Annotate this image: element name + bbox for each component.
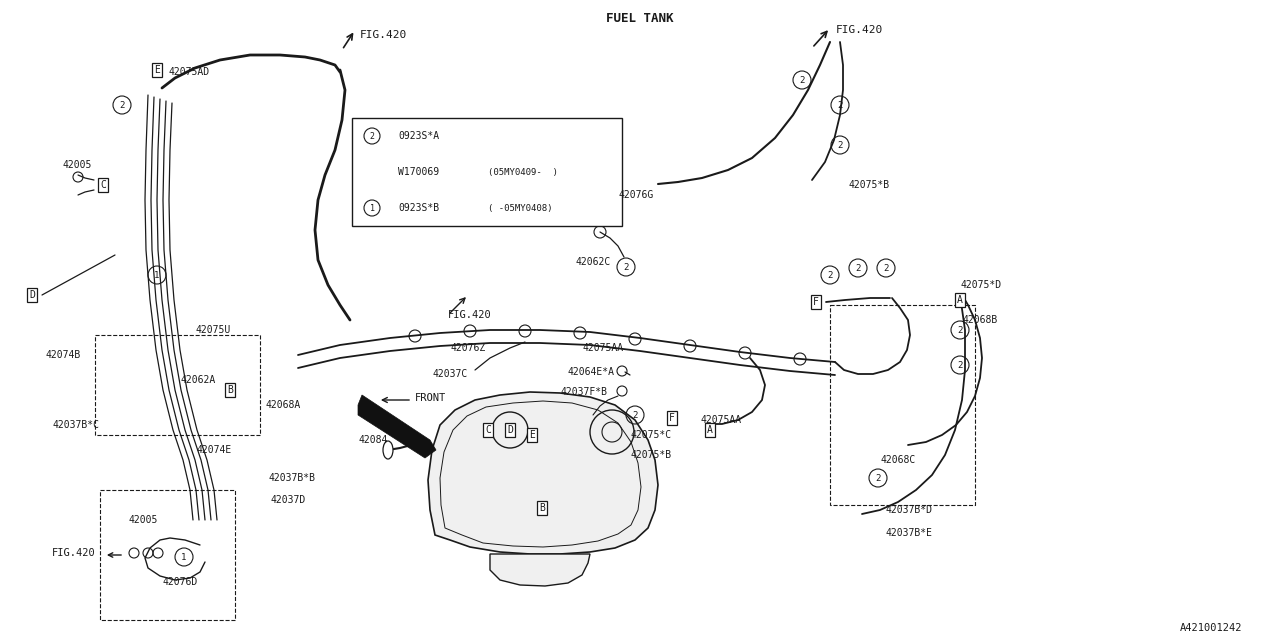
Text: 2: 2: [370, 131, 375, 141]
Text: 2: 2: [876, 474, 881, 483]
Polygon shape: [490, 554, 590, 586]
Text: 42037D: 42037D: [270, 495, 305, 505]
Text: 2: 2: [623, 262, 628, 271]
Text: 1: 1: [370, 204, 375, 212]
Text: 42075U: 42075U: [195, 325, 230, 335]
Text: 42068C: 42068C: [881, 455, 915, 465]
Text: 42075*B: 42075*B: [630, 450, 671, 460]
Text: 42075AA: 42075AA: [582, 343, 623, 353]
Text: FUEL TANK: FUEL TANK: [607, 12, 673, 25]
Text: 42075AD: 42075AD: [168, 67, 209, 77]
Bar: [352, 118, 622, 226]
Text: C: C: [485, 425, 492, 435]
Text: 1: 1: [182, 552, 187, 561]
Text: E: E: [154, 65, 160, 75]
Text: B: B: [539, 503, 545, 513]
Text: FRONT: FRONT: [415, 393, 447, 403]
Text: A421001242: A421001242: [1180, 623, 1243, 633]
Text: 42074B: 42074B: [45, 350, 81, 360]
Text: FIG.420: FIG.420: [360, 30, 407, 40]
Text: 42074E: 42074E: [196, 445, 232, 455]
Text: 42062A: 42062A: [180, 375, 215, 385]
Bar: [829, 305, 975, 505]
Text: 0923S*B: 0923S*B: [398, 203, 439, 213]
Text: A: A: [707, 425, 713, 435]
Text: 2: 2: [855, 264, 860, 273]
Text: E: E: [529, 430, 535, 440]
Text: 42084: 42084: [358, 435, 388, 445]
Text: 42075*C: 42075*C: [630, 430, 671, 440]
Text: 42005: 42005: [128, 515, 157, 525]
Text: F: F: [813, 297, 819, 307]
Text: 2: 2: [119, 100, 124, 109]
Text: W170069: W170069: [398, 167, 439, 177]
Text: 2: 2: [957, 360, 963, 369]
Text: FIG.420: FIG.420: [836, 25, 883, 35]
Text: 42037B*D: 42037B*D: [884, 505, 932, 515]
Text: B: B: [227, 385, 233, 395]
Polygon shape: [358, 395, 436, 458]
Text: 42062C: 42062C: [575, 257, 611, 267]
Text: FIG.420: FIG.420: [448, 310, 492, 320]
Text: 42037B*B: 42037B*B: [268, 473, 315, 483]
Text: 42075*D: 42075*D: [960, 280, 1001, 290]
Text: A: A: [957, 295, 963, 305]
Text: 42064E*A: 42064E*A: [567, 367, 614, 377]
Text: FIG.420: FIG.420: [52, 548, 96, 558]
Text: D: D: [507, 425, 513, 435]
Bar: [95, 335, 260, 435]
Text: 2: 2: [799, 76, 805, 84]
Text: D: D: [29, 290, 35, 300]
Text: 2: 2: [837, 100, 842, 109]
Text: 42076D: 42076D: [163, 577, 197, 587]
Text: 42076G: 42076G: [618, 190, 653, 200]
Text: 42037F*B: 42037F*B: [561, 387, 607, 397]
Text: 1: 1: [155, 271, 160, 280]
Text: 2: 2: [957, 326, 963, 335]
Text: 2: 2: [632, 410, 637, 419]
Bar: [100, 490, 236, 620]
Text: 42076Z: 42076Z: [451, 343, 485, 353]
Text: 42068B: 42068B: [963, 315, 997, 325]
Text: C: C: [100, 180, 106, 190]
Polygon shape: [428, 392, 658, 554]
Text: 2: 2: [883, 264, 888, 273]
Text: 2: 2: [827, 271, 833, 280]
Text: 0923S*A: 0923S*A: [398, 131, 439, 141]
Ellipse shape: [383, 441, 393, 459]
Text: (05MY0409-  ): (05MY0409- ): [488, 168, 558, 177]
Text: ( -05MY0408): ( -05MY0408): [488, 204, 553, 212]
Text: 42037B*C: 42037B*C: [52, 420, 99, 430]
Text: F: F: [669, 413, 675, 423]
Text: 2: 2: [837, 141, 842, 150]
Text: 42005: 42005: [61, 160, 91, 170]
Text: 42075AA: 42075AA: [700, 415, 741, 425]
Text: 42037B*E: 42037B*E: [884, 528, 932, 538]
Text: 42037C: 42037C: [433, 369, 467, 379]
Text: 42068A: 42068A: [265, 400, 301, 410]
Text: 42075*B: 42075*B: [849, 180, 890, 190]
